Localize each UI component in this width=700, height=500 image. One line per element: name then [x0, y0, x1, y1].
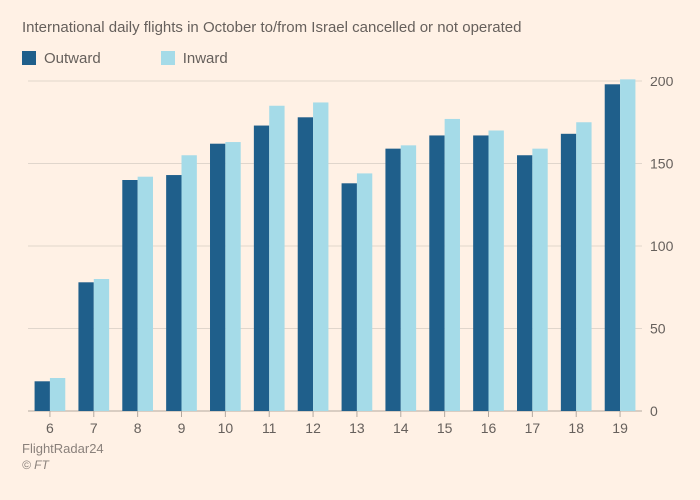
svg-text:16: 16 [481, 420, 497, 436]
legend-item-inward: Inward [161, 50, 228, 67]
legend-swatch-inward [161, 51, 175, 65]
svg-text:11: 11 [262, 420, 277, 436]
chart-svg: 0 50 100 150 200 6 7 8 9 10 11 12 13 14 15 16 17 18 19 [22, 77, 678, 437]
svg-text:12: 12 [305, 420, 321, 436]
legend-swatch-outward [22, 51, 36, 65]
svg-text:6: 6 [46, 420, 54, 436]
svg-text:9: 9 [178, 420, 186, 436]
svg-text:17: 17 [525, 420, 541, 436]
chart-source: FlightRadar24 [22, 441, 678, 456]
svg-text:18: 18 [568, 420, 584, 436]
legend-label-outward: Outward [44, 50, 101, 67]
svg-text:50: 50 [650, 320, 666, 336]
legend-label-inward: Inward [183, 50, 228, 67]
svg-text:200: 200 [650, 77, 674, 89]
chart-legend: Outward Inward [22, 50, 678, 67]
svg-text:150: 150 [650, 155, 674, 171]
svg-text:8: 8 [134, 420, 142, 436]
legend-item-outward: Outward [22, 50, 101, 67]
svg-text:13: 13 [349, 420, 365, 436]
svg-text:15: 15 [437, 420, 453, 436]
svg-text:100: 100 [650, 238, 674, 254]
svg-text:7: 7 [90, 420, 98, 436]
chart-credit: © FT [22, 458, 678, 472]
svg-text:0: 0 [650, 403, 658, 419]
svg-text:10: 10 [218, 420, 234, 436]
chart-plot-area: 0 50 100 150 200 6 7 8 9 10 11 12 13 14 15 16 17 18 19 [22, 77, 678, 437]
chart-container: International daily flights in October t… [0, 0, 700, 500]
svg-text:14: 14 [393, 420, 409, 436]
chart-subtitle: International daily flights in October t… [22, 18, 678, 38]
svg-text:19: 19 [612, 420, 628, 436]
